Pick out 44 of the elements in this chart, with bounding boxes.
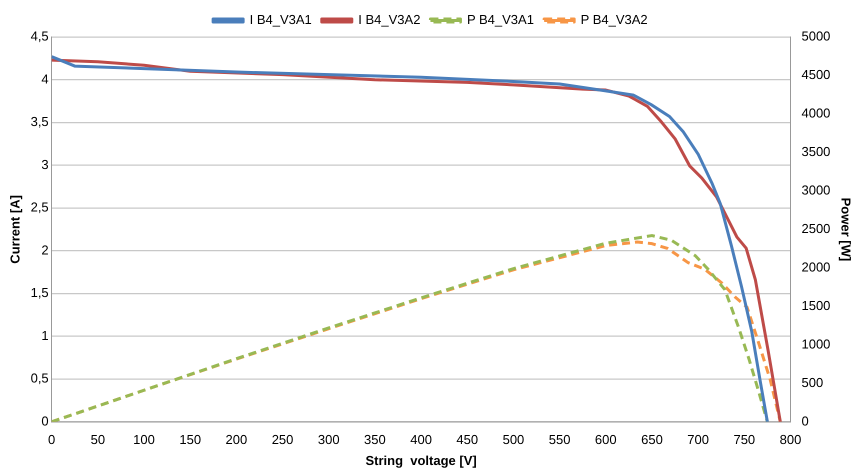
y2-axis-title: Power [W] [838, 198, 854, 262]
y2-tick-label: 500 [801, 374, 824, 390]
y-tick-label: 2 [41, 242, 49, 258]
y-axis-title: Current [A] [7, 195, 22, 264]
x-tick-label: 500 [502, 432, 524, 448]
y2-tick-label: 2500 [801, 220, 830, 236]
y-tick-label: 3 [41, 156, 49, 172]
y2-tick-label: 3500 [801, 144, 830, 160]
y-tick-label: 4 [41, 71, 49, 86]
y-tick-label: 2,5 [30, 200, 49, 215]
y-tick-label: 0 [41, 413, 49, 428]
x-tick-label: 450 [456, 432, 478, 448]
y-tick-label: 1,5 [30, 285, 49, 300]
y-tick-label: 3,5 [30, 114, 49, 130]
x-tick-label: 300 [318, 432, 340, 448]
x-tick-label: 550 [548, 432, 570, 448]
x-tick-label: 150 [179, 432, 202, 448]
y2-tick-label: 2000 [801, 259, 830, 274]
x-tick-label: 650 [641, 432, 663, 448]
legend-label: I B4_V3A2 [358, 12, 420, 28]
x-tick-label: 250 [272, 432, 294, 448]
x-tick-label: 200 [226, 432, 248, 448]
y2-tick-label: 4000 [801, 106, 830, 121]
y2-tick-label: 0 [801, 413, 809, 428]
y2-tick-label: 1000 [801, 336, 830, 352]
y-tick-label: 1 [41, 328, 49, 343]
x-tick-label: 700 [687, 432, 709, 448]
x-tick-label: 100 [133, 432, 155, 448]
legend-label: P B4_V3A1 [466, 12, 534, 28]
x-tick-label: 350 [364, 432, 386, 448]
x-tick-label: 750 [733, 432, 756, 448]
x-tick-label: 50 [90, 432, 106, 448]
x-axis-title: String voltage [V] [365, 452, 477, 468]
y2-tick-label: 4500 [801, 67, 830, 82]
x-tick-label: 600 [594, 432, 617, 448]
y2-tick-label: 5000 [801, 28, 830, 44]
y2-tick-label: 1500 [801, 298, 830, 313]
x-tick-label: 400 [410, 432, 432, 448]
y-tick-label: 0,5 [30, 370, 49, 386]
x-tick-label: 800 [780, 432, 802, 448]
legend-label: P B4_V3A2 [580, 12, 648, 28]
legend-label: I B4_V3A1 [250, 12, 312, 28]
y2-tick-label: 3000 [801, 182, 830, 198]
y-tick-label: 4,5 [30, 28, 49, 44]
